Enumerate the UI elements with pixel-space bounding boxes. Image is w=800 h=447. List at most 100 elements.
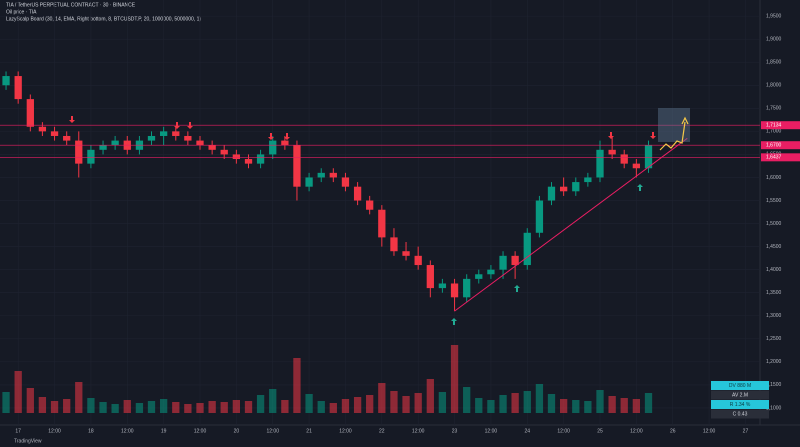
candle-body bbox=[402, 251, 410, 256]
x-tick-label: 21 bbox=[306, 428, 312, 434]
x-tick-label: 12:00 bbox=[194, 428, 207, 434]
y-tick-label: 1,9000 bbox=[766, 37, 782, 43]
candle-body bbox=[256, 154, 265, 164]
candle-body bbox=[220, 149, 228, 155]
volume-bar bbox=[50, 401, 59, 413]
volume-bar bbox=[281, 400, 289, 413]
volume-bar bbox=[644, 393, 653, 413]
candle-body bbox=[572, 182, 580, 192]
candle-body bbox=[63, 135, 71, 141]
candle-body bbox=[632, 163, 641, 169]
candle-body bbox=[438, 283, 447, 289]
trend-line bbox=[454, 137, 688, 312]
x-tick-label: 12:00 bbox=[121, 428, 134, 434]
volume-bar bbox=[463, 387, 471, 413]
x-tick-label: 27 bbox=[743, 428, 749, 434]
volume-bar bbox=[402, 396, 410, 413]
volume-bar bbox=[547, 394, 556, 413]
x-tick-label: 12:00 bbox=[48, 428, 61, 434]
volume-bar bbox=[632, 399, 641, 413]
volume-bar bbox=[26, 388, 34, 413]
x-tick-label: 12:00 bbox=[266, 428, 279, 434]
volume-bar bbox=[2, 392, 10, 413]
level-label-bg bbox=[761, 121, 800, 130]
candle-body bbox=[450, 283, 459, 298]
level-label-bg bbox=[761, 141, 800, 150]
volume-bar bbox=[596, 390, 604, 413]
x-tick-label: 12:00 bbox=[630, 428, 643, 434]
y-tick-label: 1,1500 bbox=[766, 382, 782, 388]
y-tick-label: 1,5500 bbox=[766, 198, 782, 204]
x-tick-label: 12:00 bbox=[485, 428, 498, 434]
candle-body bbox=[196, 140, 204, 146]
level-label-bg bbox=[761, 153, 800, 162]
projection-arrow bbox=[681, 116, 689, 125]
candle-body bbox=[99, 145, 107, 150]
candle-body bbox=[341, 177, 350, 187]
volume-bar bbox=[608, 396, 616, 413]
y-tick-label: 1,1000 bbox=[766, 405, 782, 411]
volume-bar bbox=[559, 399, 568, 413]
volume-bar bbox=[87, 398, 95, 413]
candle-body bbox=[172, 131, 180, 136]
candle-body bbox=[305, 177, 313, 187]
volume-bar bbox=[366, 395, 374, 413]
candle-body bbox=[644, 145, 653, 169]
candle-body bbox=[378, 209, 386, 238]
projection-path bbox=[659, 121, 686, 151]
volume-bar bbox=[475, 398, 483, 413]
board-cell bbox=[711, 381, 769, 390]
candle-body bbox=[293, 145, 301, 187]
board-cell bbox=[711, 400, 769, 409]
x-tick-label: 12:00 bbox=[557, 428, 570, 434]
x-tick-label: 19 bbox=[161, 428, 167, 434]
volume-bar bbox=[147, 401, 156, 413]
volume-bar bbox=[341, 399, 350, 413]
candle-body bbox=[463, 278, 471, 298]
candle-body bbox=[353, 186, 362, 201]
candle-body bbox=[232, 154, 241, 160]
volume-bar bbox=[499, 395, 507, 413]
y-tick-label: 1,5000 bbox=[766, 221, 782, 227]
candle-body bbox=[208, 145, 216, 150]
x-tick-label: 22 bbox=[379, 428, 385, 434]
projection-box bbox=[658, 108, 690, 142]
board-text: R 1.34 % bbox=[730, 402, 751, 408]
volume-bar bbox=[450, 345, 459, 413]
volume-bar bbox=[75, 382, 83, 413]
support-arrows bbox=[451, 184, 643, 325]
x-tick-label: 20 bbox=[234, 428, 240, 434]
volume-bar bbox=[317, 401, 325, 413]
volume-bar bbox=[535, 384, 544, 413]
volume-bar bbox=[487, 400, 495, 413]
volume-bar bbox=[438, 392, 447, 413]
volume-bar bbox=[159, 399, 168, 413]
volume-bar bbox=[329, 403, 337, 413]
volume-bar bbox=[390, 391, 398, 413]
y-tick-label: 1,9500 bbox=[766, 13, 782, 19]
y-tick-label: 1,6000 bbox=[766, 175, 782, 181]
board-cell bbox=[711, 390, 769, 400]
candle-body bbox=[487, 269, 495, 275]
volume-bar bbox=[305, 394, 313, 413]
candle-body bbox=[414, 255, 422, 266]
volume-bar bbox=[14, 371, 22, 413]
candle-body bbox=[87, 149, 95, 164]
volume-bar bbox=[378, 383, 386, 413]
volume-bar bbox=[511, 393, 519, 413]
candle-body bbox=[499, 255, 507, 270]
volume-bar bbox=[172, 402, 180, 413]
volume-bar bbox=[256, 395, 265, 413]
x-tick-label: 24 bbox=[524, 428, 530, 434]
x-tick-label: 26 bbox=[670, 428, 676, 434]
candle-body bbox=[523, 232, 531, 266]
candle-body bbox=[184, 135, 192, 141]
y-tick-label: 1,7000 bbox=[766, 129, 782, 135]
header-indicator: LazyScalp Board (30, 14, EMA, Right bott… bbox=[6, 16, 201, 22]
candle-body bbox=[535, 200, 544, 233]
volume-bar bbox=[135, 403, 144, 413]
volume-bar bbox=[196, 403, 204, 413]
volume-bar bbox=[584, 401, 592, 413]
candle-body bbox=[317, 172, 325, 178]
candle-body bbox=[75, 140, 83, 164]
